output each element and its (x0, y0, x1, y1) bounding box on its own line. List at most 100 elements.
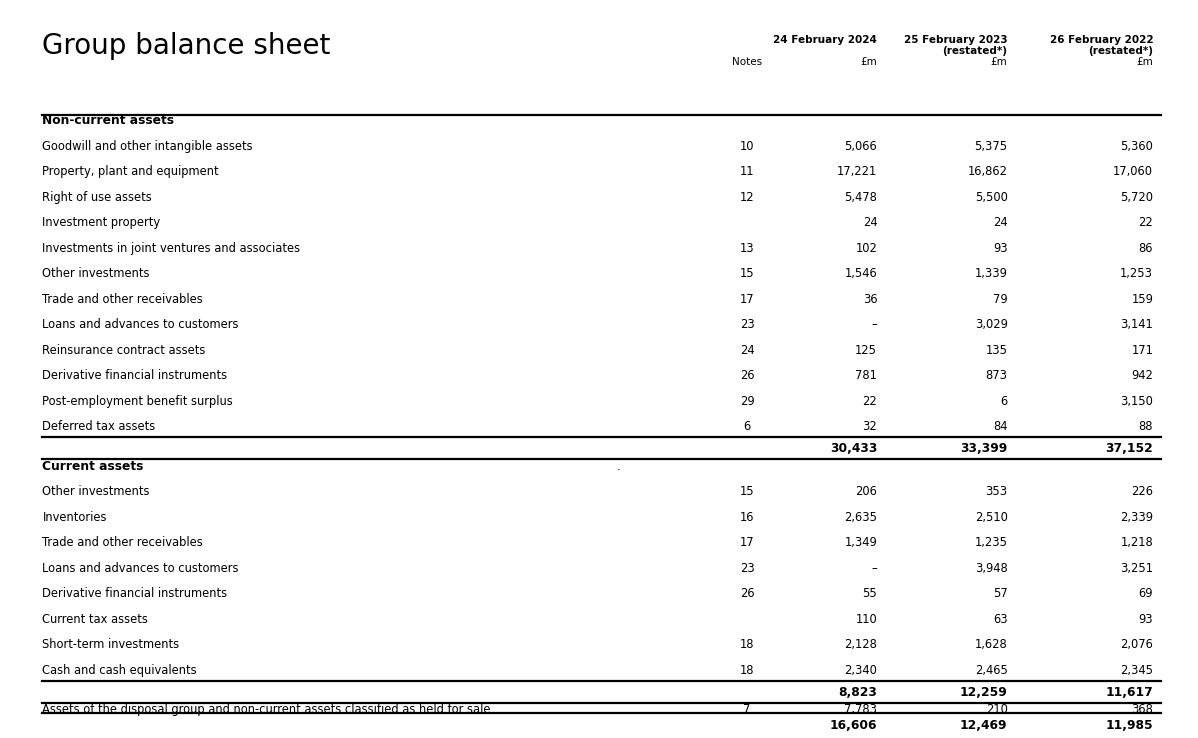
Text: 17: 17 (739, 293, 755, 306)
Text: 368: 368 (1131, 703, 1154, 717)
Text: 23: 23 (739, 562, 755, 575)
Text: 79: 79 (993, 293, 1008, 306)
Text: 69: 69 (1138, 587, 1154, 600)
Text: –: – (871, 318, 877, 331)
Text: 353: 353 (986, 486, 1008, 498)
Text: Trade and other receivables: Trade and other receivables (42, 537, 204, 549)
Text: 2,345: 2,345 (1120, 664, 1154, 677)
Text: 135: 135 (986, 344, 1008, 356)
Text: 24 February 2024: 24 February 2024 (774, 35, 877, 44)
Text: 1,253: 1,253 (1120, 267, 1154, 280)
Text: 5,478: 5,478 (845, 190, 877, 204)
Text: Trade and other receivables: Trade and other receivables (42, 293, 204, 306)
Text: Other investments: Other investments (42, 267, 150, 280)
Text: 5,375: 5,375 (974, 139, 1008, 153)
Text: 17: 17 (739, 537, 755, 549)
Text: 781: 781 (855, 369, 877, 382)
Text: 93: 93 (993, 241, 1008, 255)
Text: 26: 26 (739, 369, 755, 382)
Text: 1,628: 1,628 (975, 638, 1008, 652)
Text: 2,340: 2,340 (845, 664, 877, 677)
Text: Notes: Notes (732, 57, 762, 67)
Text: Right of use assets: Right of use assets (42, 190, 152, 204)
Text: 16,862: 16,862 (968, 165, 1008, 178)
Text: 10: 10 (739, 139, 755, 153)
Text: Property, plant and equipment: Property, plant and equipment (42, 165, 219, 178)
Text: 16: 16 (739, 511, 755, 524)
Text: 93: 93 (1138, 613, 1154, 626)
Text: .: . (617, 460, 621, 473)
Text: 226: 226 (1131, 486, 1154, 498)
Text: 18: 18 (739, 664, 755, 677)
Text: Non-current assets: Non-current assets (42, 114, 175, 127)
Text: 55: 55 (863, 587, 877, 600)
Text: Reinsurance contract assets: Reinsurance contract assets (42, 344, 206, 356)
Text: 26: 26 (739, 587, 755, 600)
Text: 36: 36 (863, 293, 877, 306)
Text: £m: £m (860, 57, 877, 67)
Text: 1,546: 1,546 (845, 267, 877, 280)
Text: Group balance sheet: Group balance sheet (42, 32, 331, 60)
Text: 88: 88 (1138, 420, 1154, 433)
Text: Goodwill and other intangible assets: Goodwill and other intangible assets (42, 139, 253, 153)
Text: 24: 24 (863, 216, 877, 229)
Text: 25 February 2023: 25 February 2023 (904, 35, 1008, 44)
Text: 6: 6 (1000, 395, 1008, 407)
Text: 3,251: 3,251 (1120, 562, 1154, 575)
Text: 110: 110 (855, 613, 877, 626)
Text: Assets of the disposal group and non-current assets classified as held for sale: Assets of the disposal group and non-cur… (42, 703, 491, 717)
Text: 3,029: 3,029 (975, 318, 1008, 331)
Text: 17,060: 17,060 (1113, 165, 1154, 178)
Text: 37,152: 37,152 (1106, 442, 1154, 455)
Text: 2,128: 2,128 (845, 638, 877, 652)
Text: Derivative financial instruments: Derivative financial instruments (42, 587, 228, 600)
Text: 11: 11 (739, 165, 755, 178)
Text: 57: 57 (993, 587, 1008, 600)
Text: 7,783: 7,783 (845, 703, 877, 717)
Text: 11,985: 11,985 (1106, 720, 1154, 732)
Text: 125: 125 (855, 344, 877, 356)
Text: 11,617: 11,617 (1106, 686, 1154, 699)
Text: 1,339: 1,339 (975, 267, 1008, 280)
Text: Derivative financial instruments: Derivative financial instruments (42, 369, 228, 382)
Text: 86: 86 (1138, 241, 1154, 255)
Text: 8,823: 8,823 (839, 686, 877, 699)
Text: 1,218: 1,218 (1120, 537, 1154, 549)
Text: Investment property: Investment property (42, 216, 161, 229)
Text: 17,221: 17,221 (837, 165, 877, 178)
Text: 5,066: 5,066 (845, 139, 877, 153)
Text: Investments in joint ventures and associates: Investments in joint ventures and associ… (42, 241, 301, 255)
Text: 5,500: 5,500 (975, 190, 1008, 204)
Text: 15: 15 (739, 267, 755, 280)
Text: Current assets: Current assets (42, 460, 144, 473)
Text: 32: 32 (863, 420, 877, 433)
Text: 23: 23 (739, 318, 755, 331)
Text: 159: 159 (1131, 293, 1154, 306)
Text: –: – (871, 562, 877, 575)
Text: Post-employment benefit surplus: Post-employment benefit surplus (42, 395, 234, 407)
Text: 1,349: 1,349 (845, 537, 877, 549)
Text: £m: £m (991, 57, 1008, 67)
Text: 5,720: 5,720 (1120, 190, 1154, 204)
Text: 3,150: 3,150 (1120, 395, 1154, 407)
Text: Cash and cash equivalents: Cash and cash equivalents (42, 664, 198, 677)
Text: 210: 210 (986, 703, 1008, 717)
Text: 206: 206 (855, 486, 877, 498)
Text: 2,635: 2,635 (845, 511, 877, 524)
Text: 12,469: 12,469 (960, 720, 1008, 732)
Text: Loans and advances to customers: Loans and advances to customers (42, 562, 238, 575)
Text: 102: 102 (855, 241, 877, 255)
Text: 2,465: 2,465 (975, 664, 1008, 677)
Text: 2,339: 2,339 (1120, 511, 1154, 524)
Text: 13: 13 (739, 241, 755, 255)
Text: 22: 22 (1138, 216, 1154, 229)
Text: 873: 873 (986, 369, 1008, 382)
Text: 1,235: 1,235 (974, 537, 1008, 549)
Text: 5,360: 5,360 (1120, 139, 1154, 153)
Text: Deferred tax assets: Deferred tax assets (42, 420, 156, 433)
Text: 2,076: 2,076 (1120, 638, 1154, 652)
Text: 29: 29 (739, 395, 755, 407)
Text: Other investments: Other investments (42, 486, 150, 498)
Text: 15: 15 (739, 486, 755, 498)
Text: 24: 24 (993, 216, 1008, 229)
